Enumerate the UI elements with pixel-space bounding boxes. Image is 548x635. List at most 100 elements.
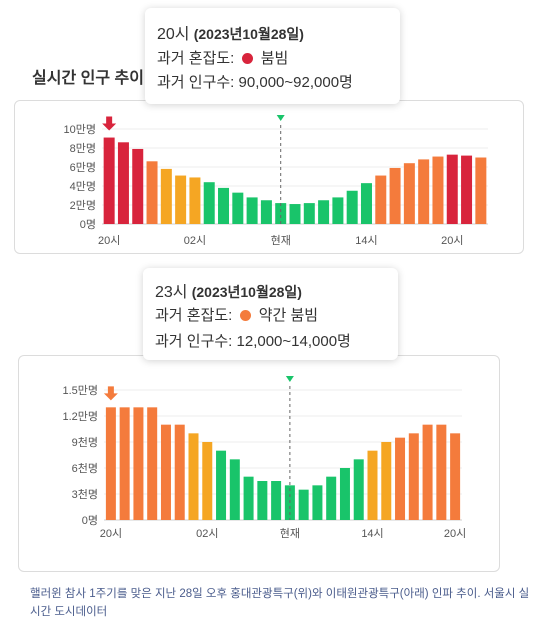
y-tick-label: 8만명 [70,142,96,155]
y-tick-label: 0명 [82,514,98,527]
y-tick-label: 10만명 [64,123,96,136]
tooltip-top-population: 과거 인구수: 90,000~92,000명 [157,71,353,92]
bar [133,407,144,520]
bar [160,424,171,520]
tooltip-bottom-date: (2023년10월28일) [191,284,302,300]
bar [260,200,272,224]
bar [403,163,415,224]
bar [216,450,227,520]
bar [436,424,447,520]
x-tick-label: 14시 [361,528,383,540]
bar [461,155,473,224]
y-tick-label: 2만명 [70,199,96,212]
bar [232,192,244,224]
bar [450,433,461,520]
current-marker-icon [276,115,285,121]
bar [312,485,323,520]
bar [332,197,344,224]
tooltip-top: 20시 (2023년10월28일) 과거 혼잡도: 붐빔 과거 인구수: 90,… [145,8,400,104]
x-tick-label: 02시 [184,235,206,247]
x-tick-label: 02시 [196,528,218,540]
bar [132,148,144,224]
y-tick-label: 0명 [80,218,96,231]
bar [203,182,215,224]
y-tick-label: 1.2만명 [62,410,98,423]
tooltip-top-congestion: 과거 혼잡도: 붐빔 [157,47,288,68]
tooltip-bottom-congestion-label: 과거 혼잡도: [155,307,233,324]
bar [375,175,387,224]
y-tick-label: 4만명 [70,180,96,193]
selected-arrow-icon [102,116,117,131]
bar [318,200,330,224]
y-tick-label: 9천명 [72,435,98,449]
chart-panel-bottom [18,355,500,572]
tooltip-bottom-population-label: 과거 인구수: [155,333,233,350]
tooltip-top-congestion-value: 붐빔 [260,50,289,67]
bar [339,468,350,520]
bar [389,167,401,224]
bar [418,159,430,224]
selected-arrow-icon [103,386,118,401]
x-tick-label: 현재 [280,527,300,540]
bar [346,190,358,224]
bar [298,489,309,520]
bar [271,481,282,520]
tooltip-top-header: 20시 (2023년10월28일) [157,20,304,44]
tooltip-top-time: 20시 [157,26,190,43]
section-title: 실시간 인구 추이 [32,70,144,87]
bar [326,476,337,520]
tooltip-top-date: (2023년10월28일) [193,26,304,42]
y-tick-label: 6만명 [70,161,96,174]
tooltip-top-congestion-label: 과거 혼잡도: [157,50,235,67]
bar [432,156,444,224]
bar [202,442,213,520]
bar [243,476,254,520]
bar [367,450,378,520]
tooltip-bottom-population: 과거 인구수: 12,000~14,000명 [155,330,351,351]
bar [160,168,172,224]
current-marker-icon [285,376,294,382]
x-tick-label: 현재 [271,234,291,247]
tooltip-top-population-label: 과거 인구수: [157,74,235,91]
bar [475,157,487,224]
bar [257,481,268,520]
y-tick-label: 3천명 [72,487,98,501]
x-tick-label: 20시 [100,528,122,540]
bar [289,204,301,224]
tooltip-bottom-time: 23시 [155,284,188,301]
x-tick-label: 20시 [441,235,463,247]
caption: 핼러윈 참사 1주기를 맞은 지난 28일 오후 홍대관광특구(위)와 이태원관… [30,588,530,618]
bar [146,161,158,224]
x-tick-label: 14시 [355,235,377,247]
bar [446,154,458,224]
bar [218,187,230,224]
bar [246,197,258,224]
tooltip-bottom-congestion: 과거 혼잡도: 약간 붐빔 [155,304,318,325]
y-tick-label: 1.5만명 [62,384,98,397]
bar [147,407,158,520]
x-tick-label: 20시 [444,528,466,540]
bar [117,142,129,224]
bar [174,424,185,520]
bar [188,433,199,520]
bar [103,137,115,224]
tooltip-bottom-congestion-value: 약간 붐빔 [258,307,319,324]
tooltip-bottom: 23시 (2023년10월28일) 과거 혼잡도: 약간 붐빔 과거 인구수: … [143,268,398,360]
bar [408,433,419,520]
congestion-dot-icon [241,53,253,64]
bar [422,424,433,520]
bar [275,203,287,224]
congestion-dot-icon [239,310,251,321]
bar [303,203,315,224]
x-tick-label: 20시 [98,235,120,247]
bar [353,459,364,520]
bar [175,175,187,224]
bar [105,407,116,520]
bar [119,407,130,520]
tooltip-bottom-population-value: 12,000~14,000명 [236,333,351,350]
y-tick-label: 6천명 [72,461,98,475]
bar [360,183,372,224]
tooltip-bottom-header: 23시 (2023년10월28일) [155,278,302,302]
bar [381,442,392,520]
